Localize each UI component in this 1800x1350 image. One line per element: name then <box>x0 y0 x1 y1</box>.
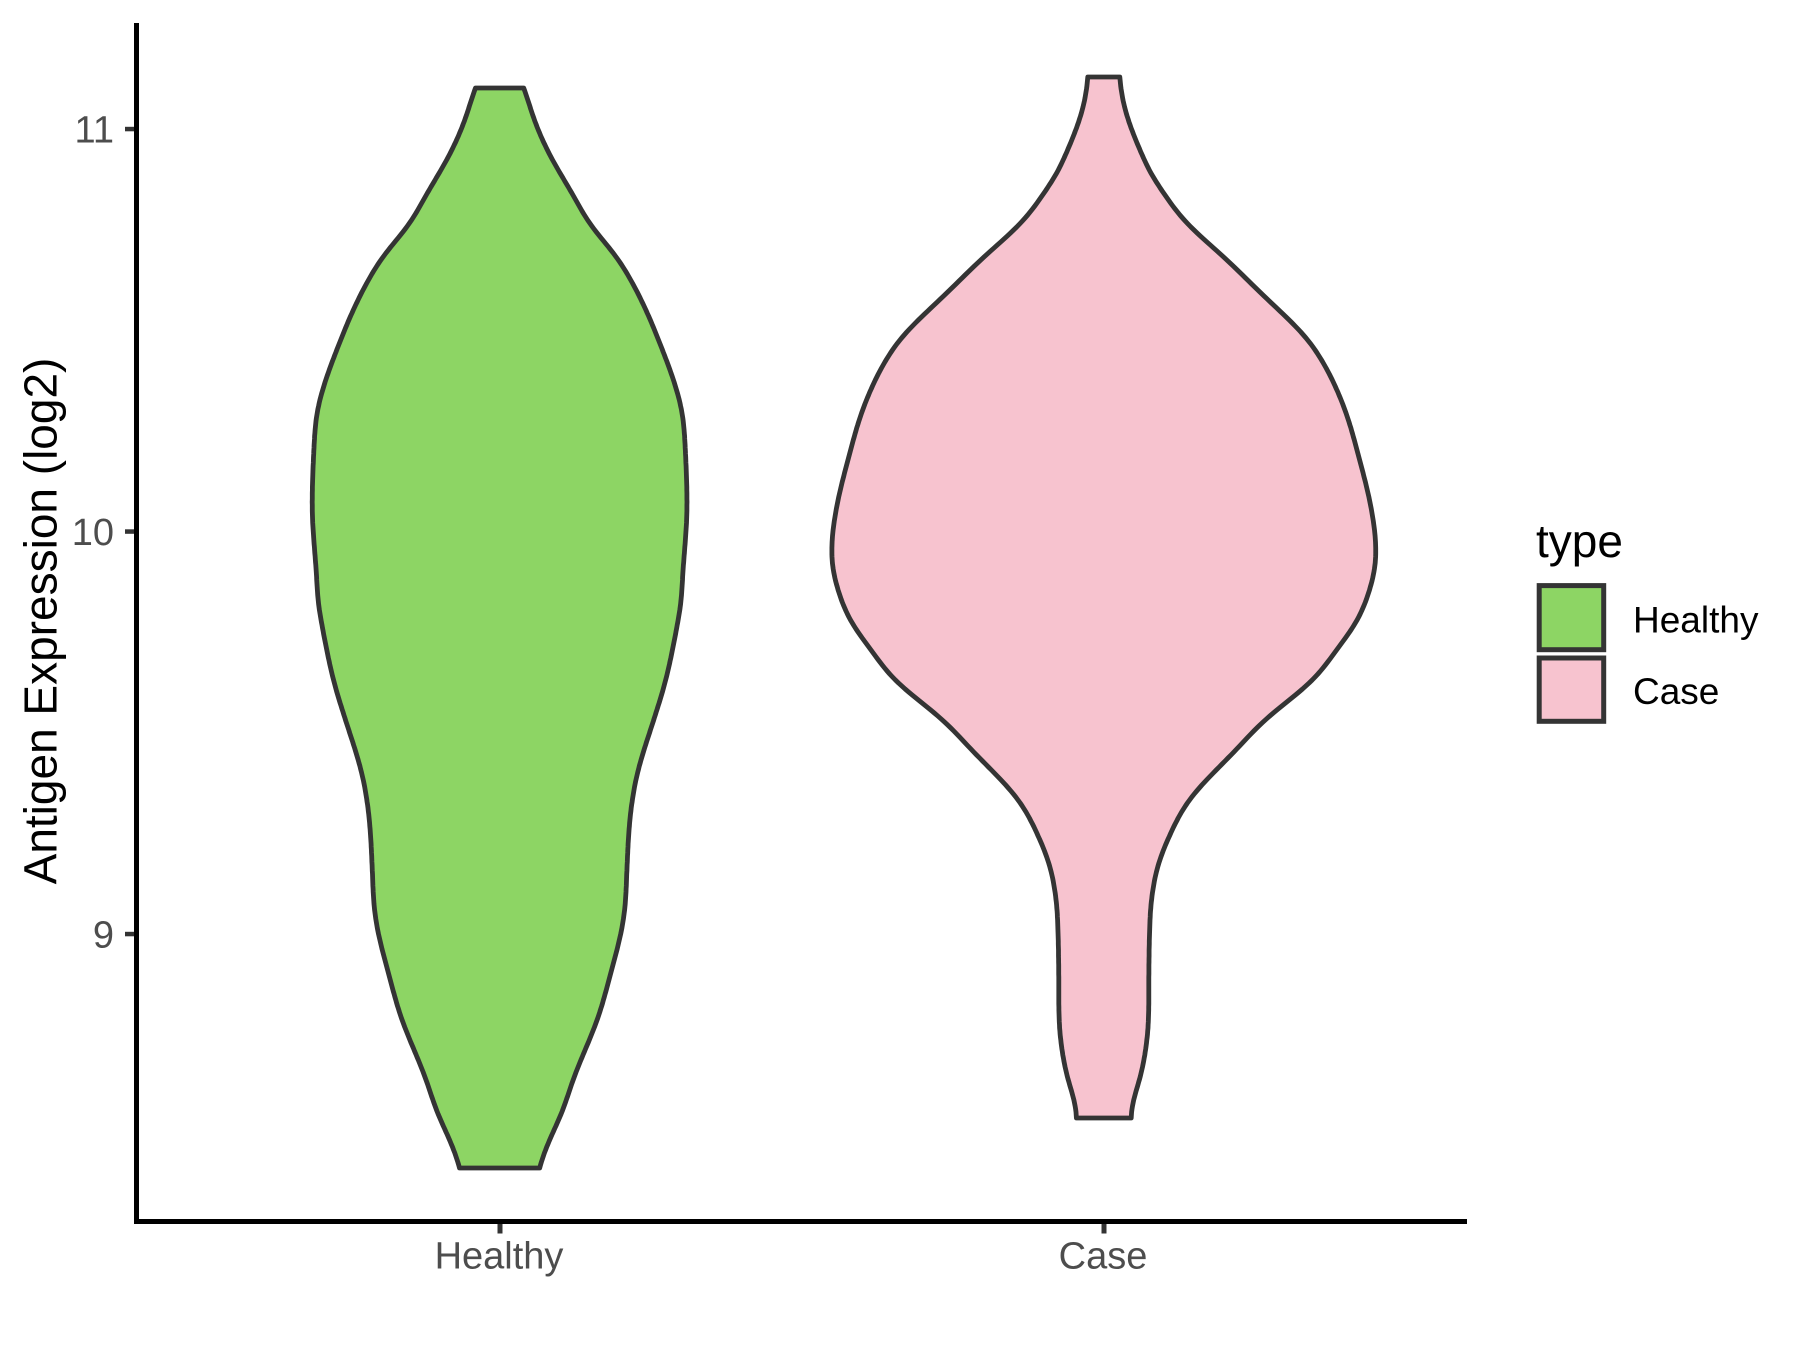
svg-text:11: 11 <box>75 110 114 152</box>
svg-text:9: 9 <box>93 915 114 957</box>
svg-text:Case: Case <box>1633 671 1719 712</box>
svg-text:Case: Case <box>1059 1236 1148 1278</box>
svg-text:Healthy: Healthy <box>1633 600 1759 641</box>
svg-text:Healthy: Healthy <box>435 1236 564 1278</box>
svg-text:10: 10 <box>72 512 114 554</box>
svg-text:type: type <box>1536 515 1623 567</box>
svg-text:Antigen Expression (log2): Antigen Expression (log2) <box>15 358 67 885</box>
